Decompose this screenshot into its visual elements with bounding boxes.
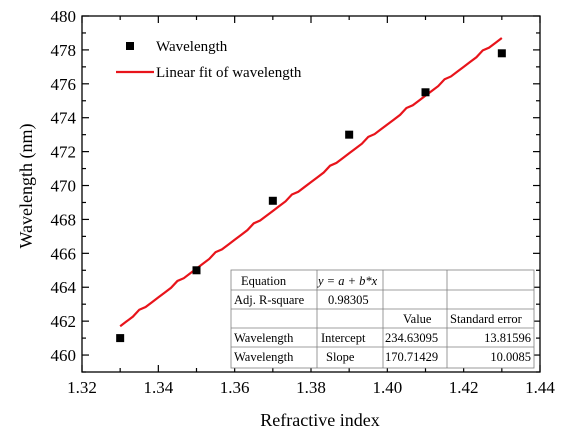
- legend-label-fit: Linear fit of wavelength: [156, 65, 302, 81]
- fit-results-table: Equation y = a + b*x Adj. R-square 0.983…: [230, 269, 535, 369]
- fit-table-cell: Intercept: [321, 331, 366, 345]
- fit-table-adj-r-square-label: Adj. R-square: [234, 293, 305, 307]
- fit-table-cell: Slope: [326, 350, 355, 364]
- fit-table-header-value: Value: [403, 312, 432, 326]
- fit-table-frame: [230, 269, 535, 369]
- x-tick-label: 1.40: [372, 378, 402, 397]
- y-tick-label: 478: [51, 41, 77, 60]
- data-point: [116, 334, 125, 343]
- fit-table-header-standard-error: Standard error: [450, 312, 523, 326]
- x-axis-title: Refractive index: [260, 410, 379, 430]
- x-tick-label: 1.42: [449, 378, 479, 397]
- data-point: [421, 88, 430, 97]
- y-tick-label: 474: [51, 109, 77, 128]
- linear-fit-line: [119, 37, 503, 328]
- x-tick-label: 1.32: [67, 378, 97, 397]
- y-tick-label: 470: [51, 177, 77, 196]
- fit-table-equation-label: Equation: [241, 274, 287, 288]
- data-point: [268, 196, 277, 205]
- fit-table-cell: 234.63095: [385, 331, 438, 345]
- y-tick-label: 480: [51, 7, 77, 26]
- fit-table-cell: Wavelength: [234, 350, 294, 364]
- y-tick-label: 464: [51, 278, 77, 297]
- data-point: [345, 130, 354, 139]
- x-tick-label: 1.44: [525, 378, 555, 397]
- y-axis-title: Wavelength (nm): [16, 123, 37, 248]
- y-tick-label: 466: [51, 244, 77, 263]
- y-tick-label: 460: [51, 346, 77, 365]
- x-tick-label: 1.36: [220, 378, 250, 397]
- fit-table-equation: y = a + b*x: [316, 274, 378, 288]
- linear-fit-layer: [119, 37, 503, 328]
- fit-table-adj-r-square-value: 0.98305: [328, 293, 369, 307]
- x-tick-label: 1.34: [143, 378, 173, 397]
- legend-label-wavelength: Wavelength: [156, 39, 228, 55]
- legend: Wavelength Linear fit of wavelength: [116, 39, 302, 81]
- y-tick-label: 472: [51, 143, 77, 162]
- x-tick-label: 1.38: [296, 378, 326, 397]
- y-tick-label: 476: [51, 75, 77, 94]
- y-tick-label: 462: [51, 312, 77, 331]
- plot-axes: 1.32 1.34 1.36 1.38 1.40 1.42 1.44 460 462 464 466…: [51, 7, 556, 397]
- data-point: [192, 266, 201, 275]
- fit-table-cell: Wavelength: [234, 331, 294, 345]
- fit-table-cell: 170.71429: [385, 350, 438, 364]
- data-points-layer: [116, 49, 506, 343]
- data-point: [497, 49, 506, 58]
- fit-table-cell: 10.0085: [490, 350, 531, 364]
- fit-table-cell: 13.81596: [484, 331, 531, 345]
- legend-marker-wavelength: [126, 42, 134, 50]
- y-tick-label: 468: [51, 210, 77, 229]
